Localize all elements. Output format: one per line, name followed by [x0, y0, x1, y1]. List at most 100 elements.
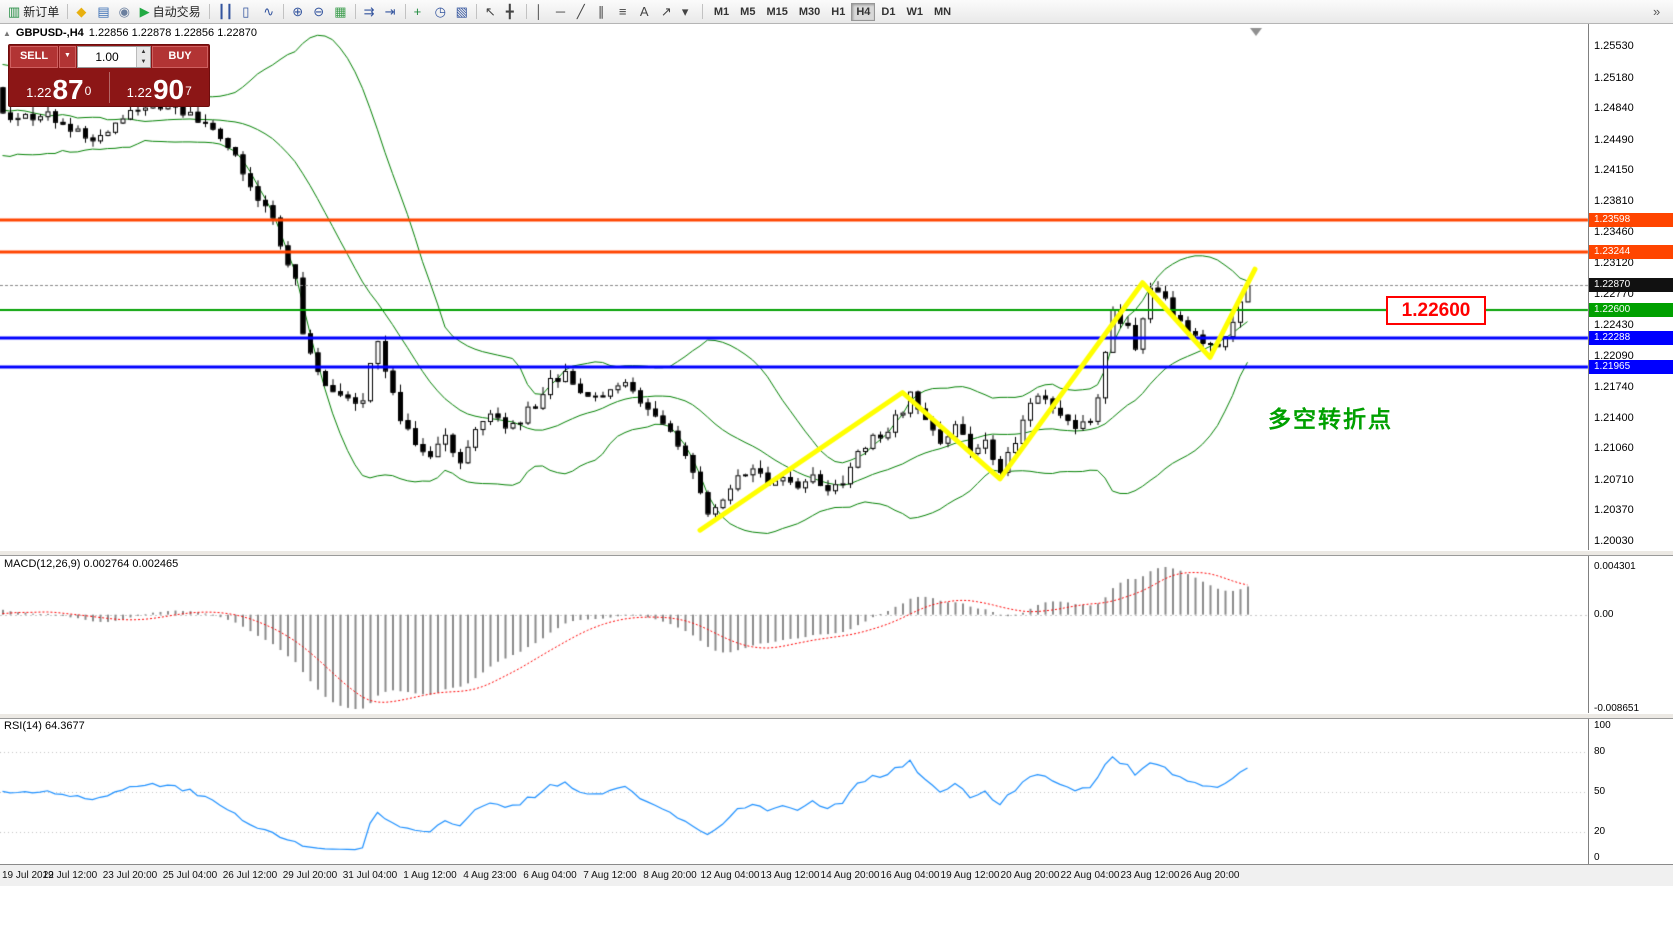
shapes-button[interactable]: ▾ — [678, 2, 698, 22]
sound-alert-button[interactable]: ◉ — [115, 2, 135, 22]
time-axis-tick: 23 Jul 20:00 — [102, 870, 158, 881]
lot-increase-button[interactable]: ▲ — [137, 47, 150, 57]
chart-candles-button[interactable]: ▯ — [238, 2, 258, 22]
horizontal-line-button[interactable]: ─ — [552, 2, 572, 22]
timeframe-m30-button[interactable]: M30 — [794, 3, 825, 21]
time-axis-tick: 7 Aug 12:00 — [583, 870, 637, 881]
new-order-button[interactable]: ▥ 新订单 — [4, 2, 63, 22]
auto-scroll-button[interactable]: ⇉ — [360, 2, 380, 22]
time-axis-tick: 19 Aug 12:00 — [940, 870, 1000, 881]
fibonacci-icon: ≡ — [618, 4, 627, 19]
time-axis-tick: 16 Aug 04:00 — [880, 870, 940, 881]
price-axis-tag: 1.21965 — [1589, 359, 1673, 374]
price-axis-tick: 1.20030 — [1594, 535, 1634, 547]
timeframe-buttons-group: M1 M5 M15 M30 H1 H4 D1 W1 MN — [709, 2, 956, 21]
timeframe-m1-button[interactable]: M1 — [709, 3, 734, 21]
channel-button[interactable]: ∥ — [594, 2, 614, 22]
periods-icon: ◷ — [434, 4, 446, 19]
collapse-trade-panel-icon[interactable]: ▲ — [3, 28, 11, 38]
time-axis-tick: 1 Aug 12:00 — [403, 870, 457, 881]
chart-line-icon: ∿ — [263, 4, 275, 19]
arrows-icon: ↗ — [660, 4, 672, 19]
ohlc-values: 1.22856 1.22878 1.22856 1.22870 — [88, 27, 257, 39]
turning-point-annotation: 多空转折点 — [1268, 406, 1393, 432]
time-axis-tick: 25 Jul 04:00 — [162, 870, 218, 881]
cursor-button[interactable]: ↖ — [481, 2, 501, 22]
time-axis-tick: 19 Jul 2019 — [2, 870, 54, 881]
chart-shift-button[interactable]: ⇥ — [381, 2, 401, 22]
autotrading-button[interactable]: ▶ 自动交易 — [136, 2, 205, 22]
time-axis-tick: 8 Aug 20:00 — [643, 870, 697, 881]
toolbar-separator — [701, 4, 703, 19]
trendline-button[interactable]: ╱ — [573, 2, 593, 22]
price-scale[interactable]: 1.25530 1.25180 1.24840 1.24490 1.24150 1.238… — [1588, 24, 1673, 864]
timeframe-mn-button[interactable]: MN — [929, 3, 956, 21]
sell-price-display[interactable]: 1.22 87 0 — [9, 69, 109, 106]
data-window-button[interactable]: ▤ — [93, 2, 113, 22]
text-button[interactable]: A — [636, 2, 656, 22]
templates-button[interactable]: ▧ — [452, 2, 472, 22]
time-axis-tick: 4 Aug 23:00 — [463, 870, 517, 881]
lot-size-input[interactable] — [78, 47, 136, 67]
trendline-icon: ╱ — [576, 4, 585, 19]
panel-splitter-macd[interactable] — [0, 550, 1673, 556]
price-axis-tick: 1.25180 — [1594, 71, 1634, 84]
toolbar-overflow-button[interactable]: » — [1649, 2, 1669, 22]
timeframe-w1-button[interactable]: W1 — [901, 3, 928, 21]
crosshair-button[interactable]: ╋ — [502, 2, 522, 22]
time-scale[interactable]: 19 Jul 2019 22 Jul 12:00 23 Jul 20:00 25 Ju… — [0, 864, 1673, 886]
chart-line-button[interactable]: ∿ — [259, 2, 279, 22]
metaeditor-icon: ◆ — [76, 4, 87, 19]
buy-price-display[interactable]: 1.22 90 7 — [110, 69, 210, 106]
chart-bars-button[interactable]: ┃┃ — [214, 2, 238, 22]
data-window-icon: ▤ — [97, 4, 110, 19]
sell-price-sup: 0 — [84, 83, 92, 98]
lot-decrease-button[interactable]: ▼ — [137, 57, 150, 67]
periods-button[interactable]: ◷ — [431, 2, 451, 22]
indicators-button[interactable]: + — [410, 2, 430, 22]
zoom-in-button[interactable]: ⊕ — [288, 2, 308, 22]
panel-splitter-rsi[interactable] — [0, 713, 1673, 719]
toolbar-separator — [525, 4, 527, 19]
text-icon: A — [639, 4, 649, 19]
tile-windows-button[interactable]: ▦ — [330, 2, 350, 22]
price-callout-label: 1.22600 — [1386, 296, 1486, 325]
vertical-line-button[interactable]: │ — [531, 2, 551, 22]
price-axis-tick: 1.21060 — [1594, 442, 1634, 455]
time-axis-tick: 14 Aug 20:00 — [820, 870, 880, 881]
toolbar-separator — [208, 4, 210, 19]
price-axis-tag: 1.23598 — [1589, 212, 1673, 227]
zoom-out-button[interactable]: ⊖ — [309, 2, 329, 22]
chart-candles-icon: ▯ — [242, 4, 250, 19]
metaeditor-button[interactable]: ◆ — [72, 2, 92, 22]
new-order-label: 新订单 — [23, 5, 60, 19]
arrows-button[interactable]: ↗ — [657, 2, 677, 22]
tile-windows-icon: ▦ — [334, 4, 347, 19]
rsi-axis-tick: 100 — [1594, 720, 1611, 731]
crosshair-icon: ╋ — [505, 4, 514, 19]
buy-price-sup: 7 — [185, 83, 192, 98]
autotrading-icon: ▶ — [139, 4, 150, 19]
buy-price-base: 1.22 — [126, 85, 152, 101]
chart-bars-icon: ┃┃ — [217, 4, 234, 19]
lot-size-field: ▲ ▼ — [77, 46, 151, 68]
new-order-icon: ▥ — [8, 4, 21, 19]
price-axis-tick: 1.21400 — [1594, 411, 1634, 424]
timeframe-h4-button[interactable]: H4 — [851, 2, 876, 21]
order-options-dropdown[interactable]: ▼ — [59, 46, 76, 68]
symbol-period-label: GBPUSD-,H4 — [15, 27, 84, 39]
toolbar: ▥ 新订单 ◆ ▤ ◉ ▶ 自动交易 ┃┃ ▯ ∿ ⊕ ⊖ ▦ ⇉ ⇥ + ◷ ▧ ↖ ╋ │ ─ ╱ ∥ ≡ A ↗ ▾ M1 M5 M… — [0, 0, 1673, 24]
fibonacci-button[interactable]: ≡ — [615, 2, 635, 22]
macd-axis-tick: -0.008651 — [1594, 703, 1640, 714]
time-axis-tick: 13 Aug 12:00 — [760, 870, 820, 881]
chevron-double-right-icon: » — [1653, 4, 1661, 19]
sell-button[interactable]: SELL — [10, 46, 58, 68]
indicators-icon: + — [413, 4, 422, 19]
timeframe-m5-button[interactable]: M5 — [735, 3, 760, 21]
timeframe-m15-button[interactable]: M15 — [761, 3, 792, 21]
timeframe-h1-button[interactable]: H1 — [826, 3, 850, 21]
buy-button[interactable]: BUY — [152, 46, 208, 68]
timeframe-d1-button[interactable]: D1 — [876, 3, 900, 21]
